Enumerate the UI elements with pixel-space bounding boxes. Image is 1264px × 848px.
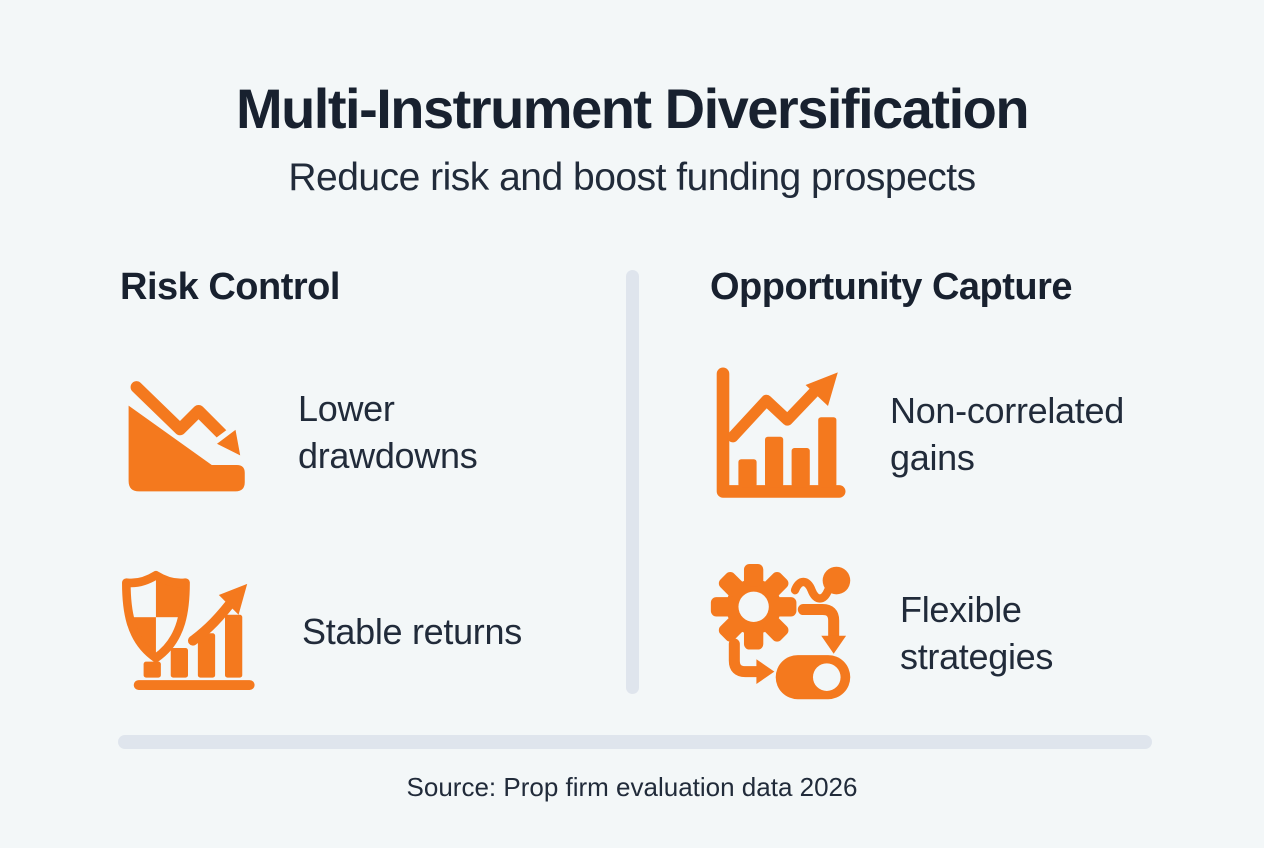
feature-label: Flexible strategies	[900, 588, 1054, 677]
feature-stable-returns: Stable returns	[114, 560, 522, 704]
page-subtitle: Reduce risk and boost funding prospects	[288, 156, 976, 199]
column-heading-opportunity-capture: Opportunity Capture	[710, 266, 1073, 308]
shield-bar-growth-icon	[114, 570, 262, 694]
horizontal-divider	[118, 735, 1152, 749]
gear-workflow-toggle-icon	[708, 564, 860, 702]
column-heading-risk-control: Risk Control	[120, 266, 340, 308]
source-note: Source: Prop firm evaluation data 2026	[406, 772, 858, 802]
rising-bar-chart-icon	[708, 364, 850, 504]
feature-label: Non-correlated gains	[890, 389, 1124, 478]
declining-area-chart-icon	[118, 366, 258, 498]
feature-non-correlated-gains: Non-correlated gains	[708, 362, 1170, 506]
feature-flexible-strategies: Flexible strategies	[708, 560, 1180, 706]
page-title: Multi-Instrument Diversification	[235, 77, 1030, 140]
feature-lower-drawdowns: Lower drawdowns	[118, 364, 548, 500]
feature-label: Stable returns	[302, 611, 522, 653]
vertical-divider	[626, 270, 639, 694]
feature-label: Lower drawdowns	[298, 387, 478, 476]
